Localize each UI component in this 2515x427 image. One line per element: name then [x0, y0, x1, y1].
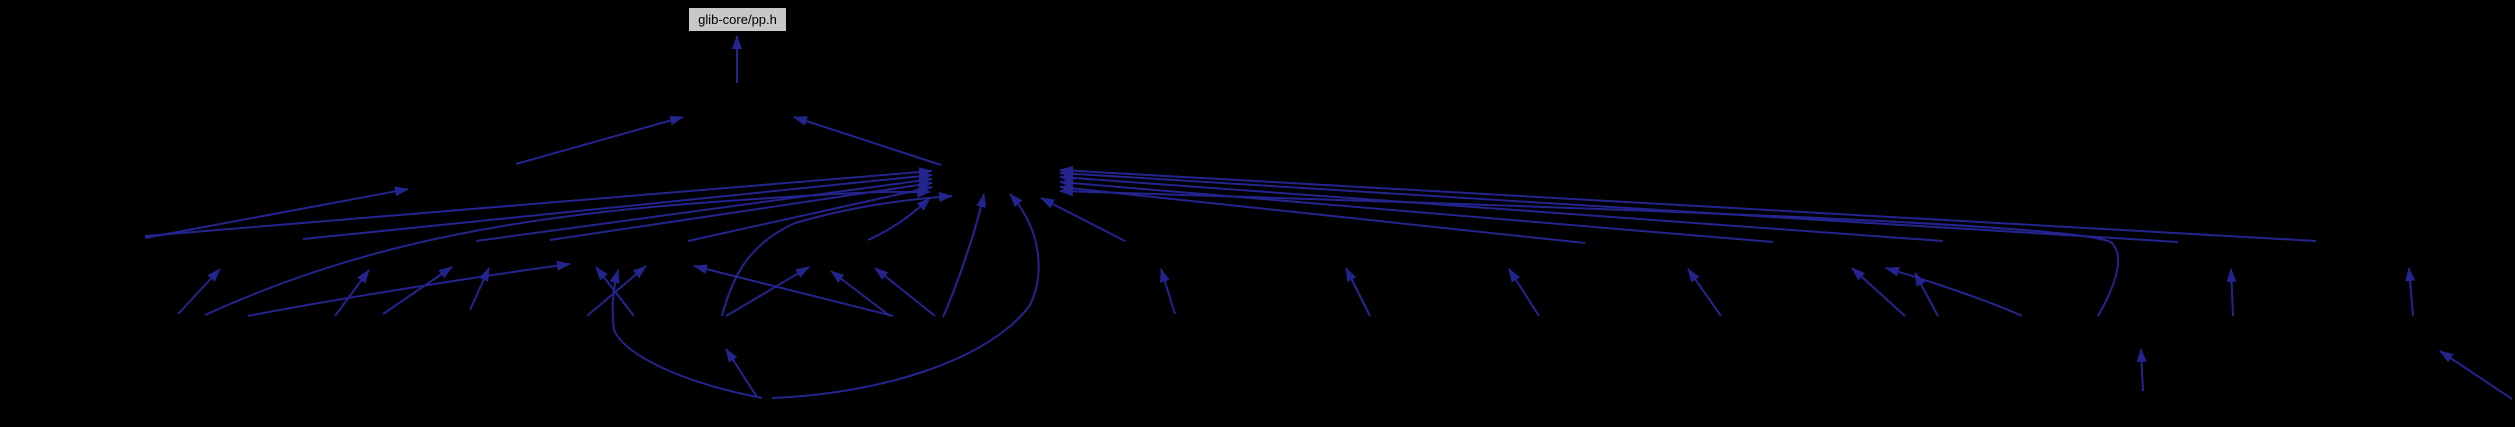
edge-left-curve-to-hub — [204, 187, 931, 316]
edge-farleft-to-leftnode — [144, 186, 409, 239]
edge-right-fan-3 — [1059, 172, 1944, 242]
edge-right-fan-5 — [1059, 165, 2317, 242]
edge-left-fan-5 — [687, 184, 933, 242]
edge-left-fan-6 — [867, 197, 931, 241]
edge-bl-up-2 — [334, 269, 370, 317]
edge-right-curve-to-hub — [1059, 186, 2120, 317]
edge-right-up-7 — [2405, 267, 2416, 317]
edge-bl-up-4 — [469, 267, 490, 311]
edge-center-up-2 — [874, 267, 936, 317]
edge-mid-up-2 — [1345, 267, 1371, 317]
edge-bl-up-3 — [382, 266, 453, 315]
edge-right-up-8 — [2136, 348, 2147, 392]
edge-bl-shallow — [247, 260, 571, 317]
edge-right-fan-2 — [1059, 178, 1774, 243]
graph-edges-layer — [144, 35, 2513, 400]
edge-right-fan-4 — [1059, 168, 2179, 243]
edge-center-x1b — [586, 265, 647, 317]
edge-mid-up-1 — [1160, 268, 1176, 315]
edge-center-up-1 — [830, 270, 891, 317]
edge-hub-bottom-1 — [721, 192, 953, 317]
edge-hub-bottom-3 — [771, 193, 1040, 399]
edge-hub-bottom-4 — [1040, 197, 1126, 242]
edge-right-up-6 — [2226, 268, 2237, 317]
node-label: glib-core/pp.h — [698, 12, 777, 27]
edge-bl-up-1 — [177, 268, 221, 315]
edge-leftnode-to-rank1 — [515, 115, 684, 165]
edge-right-up-3 — [1851, 267, 1906, 317]
edge-right-fan-1 — [1059, 183, 1586, 244]
edge-right-up-1 — [1508, 268, 1540, 317]
edge-right-up-5 — [1914, 272, 1939, 317]
edge-right-up-2 — [1687, 268, 1722, 317]
edge-left-fan-1 — [144, 167, 933, 237]
edge-hub-bottom-2 — [942, 193, 987, 318]
edge-center-x2b — [725, 266, 810, 317]
edge-left-fan-3 — [475, 175, 933, 242]
edge-corner-diagonal — [2439, 350, 2513, 400]
edge-rank5-up — [725, 348, 758, 398]
edge-left-fan-2 — [302, 171, 933, 240]
edge-right-up-4 — [1885, 266, 2023, 317]
edge-rank5-arc-left — [609, 269, 763, 399]
edge-center-x2a — [693, 264, 894, 317]
node-glib-core-pp-h: glib-core/pp.h — [688, 7, 787, 32]
edge-hub-to-rank1 — [793, 116, 942, 166]
